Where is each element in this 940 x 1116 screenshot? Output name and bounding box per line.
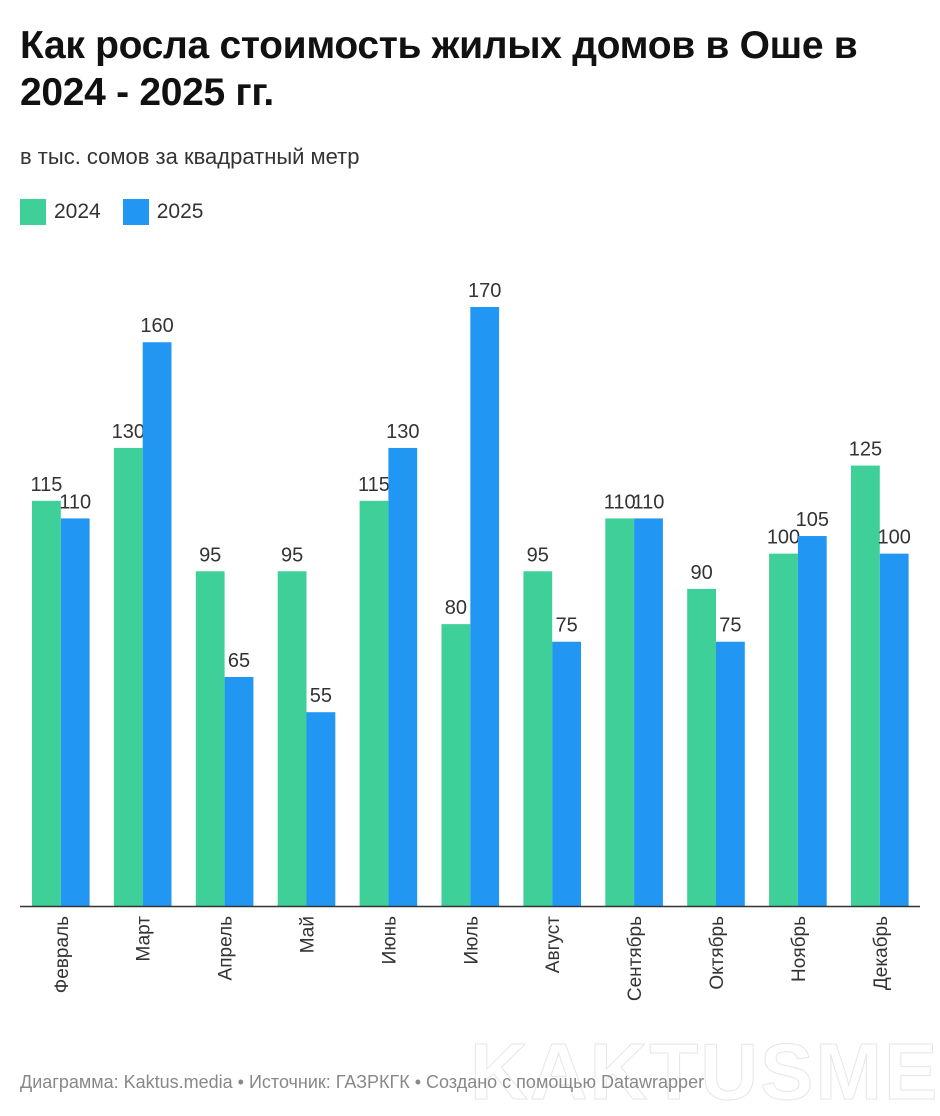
x-tick-label: Март (134, 916, 155, 962)
data-label: 110 (59, 491, 91, 513)
bar-2024 (851, 465, 880, 906)
bar-2024 (359, 500, 389, 906)
legend-label: 2024 (54, 200, 101, 223)
data-label: 100 (767, 527, 800, 549)
bar-2024 (523, 571, 553, 906)
data-label: 130 (112, 421, 145, 443)
bar-2024 (605, 518, 635, 906)
x-tick-label: Июль (461, 916, 482, 965)
legend-swatch (122, 199, 149, 225)
bar-2025 (142, 342, 172, 906)
bar-2024 (277, 571, 307, 906)
x-tick-label: Июнь (379, 916, 400, 964)
data-label: 125 (849, 439, 882, 461)
x-tick-label: Сентябрь (625, 916, 646, 1001)
chart-subtitle: в тыс. сомов за квадратный метр (20, 144, 360, 169)
bar-2024 (195, 571, 225, 906)
data-label: 160 (140, 315, 173, 337)
data-label: 170 (468, 280, 501, 302)
legend-swatch (20, 199, 46, 225)
data-label: 75 (719, 615, 741, 637)
bar-2025 (224, 676, 254, 906)
watermark-logo: KAKTUSMEDIA (469, 1027, 940, 1116)
data-label: 95 (281, 544, 303, 566)
data-label: 65 (228, 650, 250, 672)
data-label: 80 (445, 597, 467, 619)
data-label: 55 (310, 685, 332, 707)
legend-item-2024: 2024 (20, 199, 101, 225)
x-tick-label: Апрель (216, 916, 237, 981)
data-label: 115 (358, 474, 390, 496)
chart-title: Как росла стоимость жилых домов в Оше в … (20, 24, 858, 114)
legend: 2024 2025 (20, 199, 203, 225)
bar-2025 (470, 307, 500, 906)
bar-2024 (32, 500, 61, 906)
data-label: 90 (690, 562, 712, 584)
data-label: 95 (199, 544, 221, 566)
x-tick-label: Ноябрь (789, 916, 810, 982)
x-tick-label: Август (543, 916, 564, 973)
footer-credits: Диаграмма: Kaktus.media • Источник: ГАЗР… (20, 1072, 705, 1092)
bar-2025 (388, 447, 418, 906)
bar-2025 (634, 518, 663, 906)
data-label: 105 (796, 509, 829, 531)
bar-2025 (797, 536, 827, 906)
x-tick-label: Май (298, 916, 319, 953)
data-label: 100 (878, 527, 911, 549)
bar-2024 (441, 624, 471, 906)
bar-2024 (687, 588, 716, 906)
data-label: 110 (604, 491, 636, 513)
bar-2024 (769, 553, 798, 906)
bar-2025 (60, 518, 90, 906)
data-label: 110 (633, 491, 665, 513)
x-tick-label: Декабрь (871, 916, 892, 990)
bar-2025 (879, 553, 909, 906)
bar-2025 (552, 641, 581, 906)
bar-2024 (113, 447, 143, 906)
data-label: 75 (555, 615, 577, 637)
bar-2025 (306, 712, 336, 906)
data-label: 130 (386, 421, 419, 443)
legend-item-2025: 2025 (122, 199, 204, 225)
x-tick-label: Февраль (52, 916, 73, 993)
data-label: 115 (30, 474, 62, 496)
data-label: 95 (527, 544, 549, 566)
legend-label: 2025 (156, 200, 204, 223)
bar-2025 (716, 641, 745, 906)
x-tick-label: Октябрь (707, 916, 728, 990)
